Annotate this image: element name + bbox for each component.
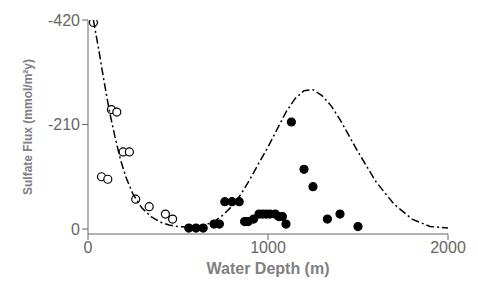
svg-text:1000: 1000 [250,239,286,256]
svg-text:Sulfate Flux (mmol/m²y): Sulfate Flux (mmol/m²y) [21,59,35,195]
svg-text:0: 0 [84,239,93,256]
svg-text:-420: -420 [48,12,80,29]
svg-text:-210: -210 [48,116,80,133]
svg-text:2000: 2000 [430,239,466,256]
svg-text:0: 0 [71,221,80,238]
svg-text:Water Depth (m): Water Depth (m) [207,260,330,277]
